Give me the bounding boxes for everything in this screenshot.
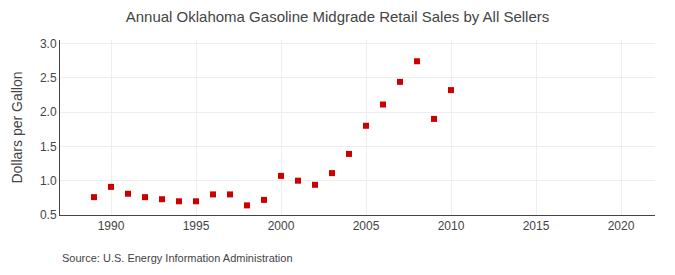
svg-text:1995: 1995 xyxy=(183,219,210,233)
svg-text:2015: 2015 xyxy=(523,219,550,233)
svg-text:3.0: 3.0 xyxy=(40,37,57,51)
svg-text:2000: 2000 xyxy=(268,219,295,233)
svg-text:2.5: 2.5 xyxy=(40,71,57,85)
svg-text:1990: 1990 xyxy=(98,219,125,233)
svg-text:1.5: 1.5 xyxy=(40,140,57,154)
svg-text:2005: 2005 xyxy=(353,219,380,233)
svg-text:0.5: 0.5 xyxy=(40,208,57,222)
svg-text:Annual Oklahoma Gasoline Midgr: Annual Oklahoma Gasoline Midgrade Retail… xyxy=(126,8,550,25)
svg-text:Dollars per Gallon: Dollars per Gallon xyxy=(9,71,25,183)
svg-text:2020: 2020 xyxy=(608,219,635,233)
svg-text:1.0: 1.0 xyxy=(40,174,57,188)
svg-text:Source: U.S. Energy Informatio: Source: U.S. Energy Information Administ… xyxy=(62,252,293,264)
svg-text:2010: 2010 xyxy=(438,219,465,233)
svg-text:2.0: 2.0 xyxy=(40,105,57,119)
